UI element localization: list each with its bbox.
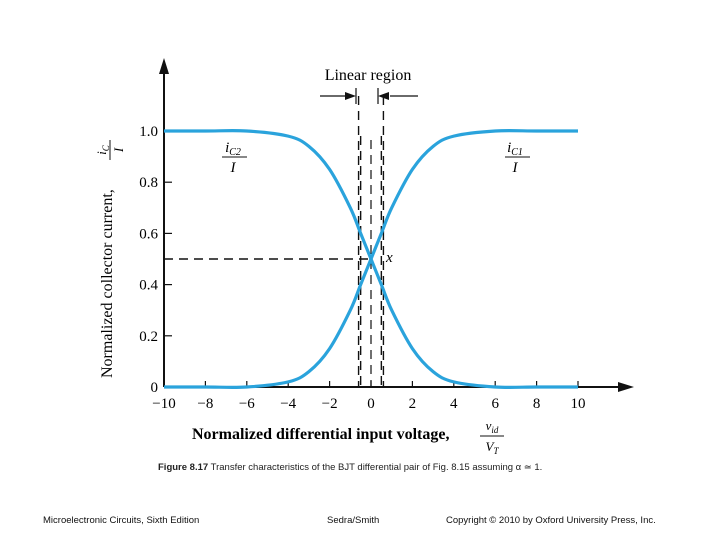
x-tick-label: −6 <box>239 396 255 412</box>
figure-number: Figure 8.17 <box>158 462 209 473</box>
x-tick-label: −10 <box>152 396 175 412</box>
y-axis-arrow <box>159 58 169 74</box>
chart-title: Linear region <box>325 67 412 84</box>
axes <box>159 58 634 392</box>
x-tick-label: −8 <box>197 396 213 412</box>
label-iC2: iC2 I <box>222 140 247 176</box>
x-tick-label: −4 <box>280 396 296 412</box>
x-frac-num: v <box>486 418 492 433</box>
figure-caption-text: Transfer characteristics of the BJT diff… <box>210 462 543 473</box>
x-tick-label: 6 <box>491 396 499 412</box>
y-axis-label-fraction: iC I <box>94 140 126 160</box>
footer-copyright: Copyright © 2010 by Oxford University Pr… <box>446 515 656 526</box>
x-axis-label: Normalized differential input voltage, <box>192 426 449 443</box>
svg-text:I: I <box>512 160 519 176</box>
y-tick-label: 0.4 <box>139 278 158 294</box>
y-tick-label: 0.8 <box>139 175 158 191</box>
x-tick-label: 4 <box>450 396 458 412</box>
svg-text:VT: VT <box>486 439 500 456</box>
footer-book-title: Microelectronic Circuits, Sixth Edition <box>43 515 200 526</box>
figure-caption: Figure 8.17 Transfer characteristics of … <box>158 462 542 473</box>
x-tick-label: 0 <box>367 396 375 412</box>
y-axis-label: Normalized collector current, <box>99 189 116 378</box>
x-axis-arrow <box>618 382 634 392</box>
label-iC1: iC1 I <box>505 140 530 176</box>
svg-text:I: I <box>111 147 126 153</box>
y-tick-label: 0.6 <box>139 226 158 242</box>
x-tick-label: 8 <box>533 396 541 412</box>
y-tick-label: 1.0 <box>139 124 158 140</box>
linear-region-arrows <box>320 88 418 104</box>
x-tick-label: 2 <box>409 396 417 412</box>
x-tick-label: −2 <box>322 396 338 412</box>
footer-authors: Sedra/Smith <box>327 515 380 526</box>
svg-text:I: I <box>230 160 237 176</box>
svg-text:iC1: iC1 <box>507 140 523 158</box>
series-line-iC2 <box>164 129 578 389</box>
crossing-label: x <box>385 250 393 266</box>
svg-text:vid: vid <box>486 418 499 435</box>
y-tick-label: 0.2 <box>139 329 158 345</box>
y-tick-label: 0 <box>151 380 159 396</box>
svg-text:iC2: iC2 <box>225 140 241 158</box>
x-tick-label: 10 <box>571 396 586 412</box>
x-axis-label-fraction: vid VT <box>480 418 504 456</box>
svg-text:iC: iC <box>94 144 111 155</box>
